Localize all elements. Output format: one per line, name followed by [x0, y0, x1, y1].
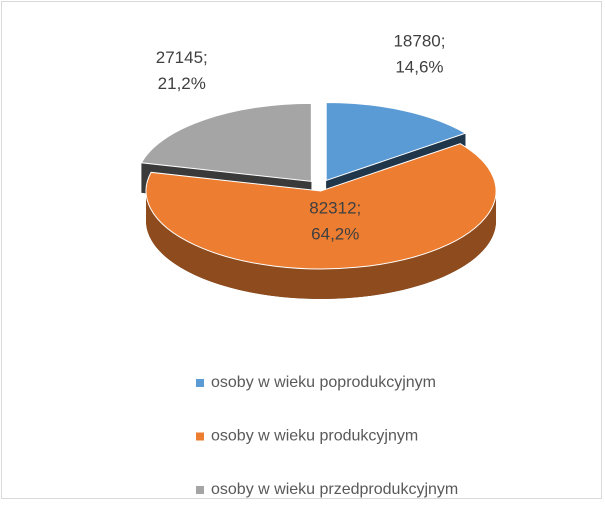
data-label: 18780; 14,6% [393, 32, 445, 77]
legend-swatch [196, 486, 204, 494]
slice-outer-wall [146, 190, 497, 299]
data-label: 82312; 64,2% [309, 199, 361, 244]
legend: osoby w wieku poprodukcyjnym osoby w wiek… [196, 374, 458, 498]
data-labels: 18780; 14,6% 82312; 64,2% 27145; 21,2% [156, 32, 446, 244]
slice [140, 102, 312, 182]
data-label: 27145; 21,2% [156, 48, 208, 93]
legend-swatch [196, 379, 204, 387]
slice [145, 143, 497, 270]
legend-swatch [196, 432, 204, 441]
slice [325, 101, 467, 182]
pie-tops [140, 101, 497, 270]
legend-label: osoby w wieku poprodukcyjnym [211, 374, 436, 391]
legend-label: osoby w wieku produkcyjnym [211, 428, 418, 445]
legend-label: osoby w wieku przedprodukcyjnym [211, 481, 458, 498]
